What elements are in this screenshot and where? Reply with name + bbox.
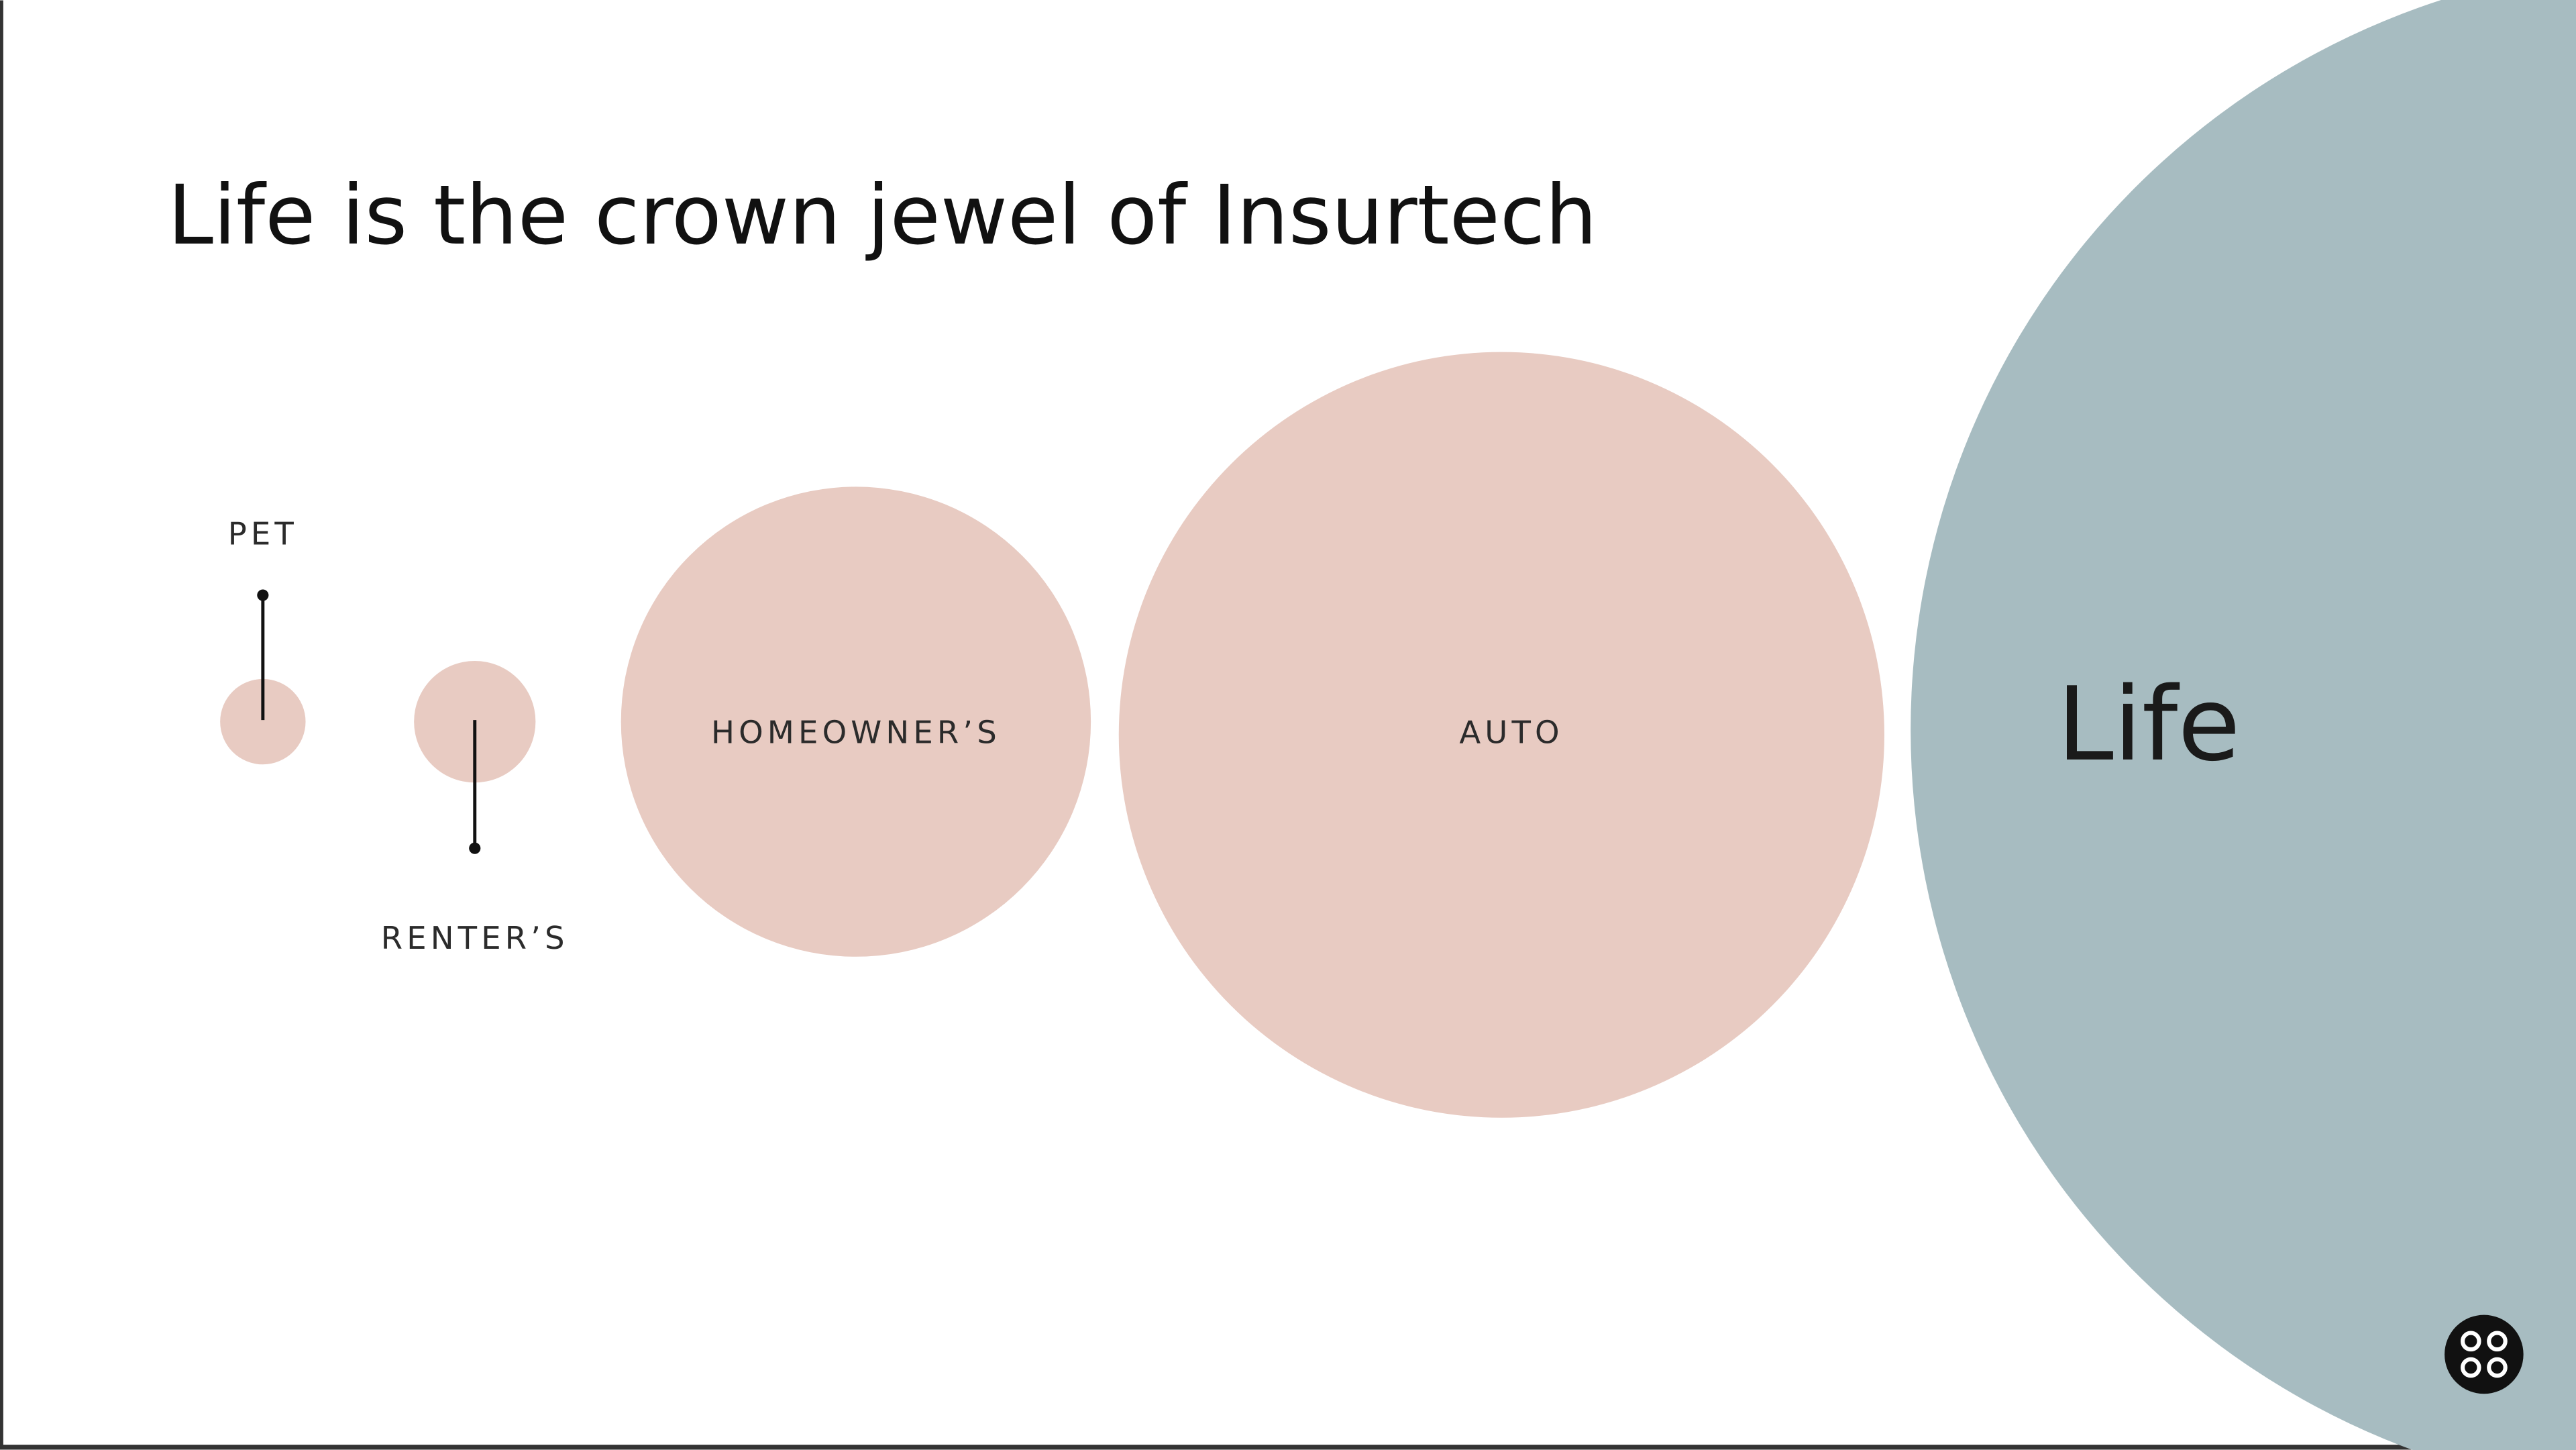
- homeowners-circle: [621, 486, 1091, 957]
- slide-title: Life is the crown jewel of Insurtech: [168, 167, 1597, 263]
- life-circle: [1911, 0, 2576, 1450]
- pet-pointer-dot: [257, 589, 269, 601]
- auto-label: AUTO: [1459, 715, 1563, 751]
- pet-label: PET: [228, 515, 298, 552]
- logo: [2445, 1314, 2524, 1394]
- renters-pointer-dot: [469, 842, 481, 854]
- life-label: Life: [2057, 665, 2241, 784]
- auto-circle: [1118, 352, 1884, 1118]
- pet-circle: [220, 678, 306, 765]
- homeowners-label: HOMEOWNER’S: [711, 715, 1001, 751]
- renters-label: RENTER’S: [381, 920, 569, 956]
